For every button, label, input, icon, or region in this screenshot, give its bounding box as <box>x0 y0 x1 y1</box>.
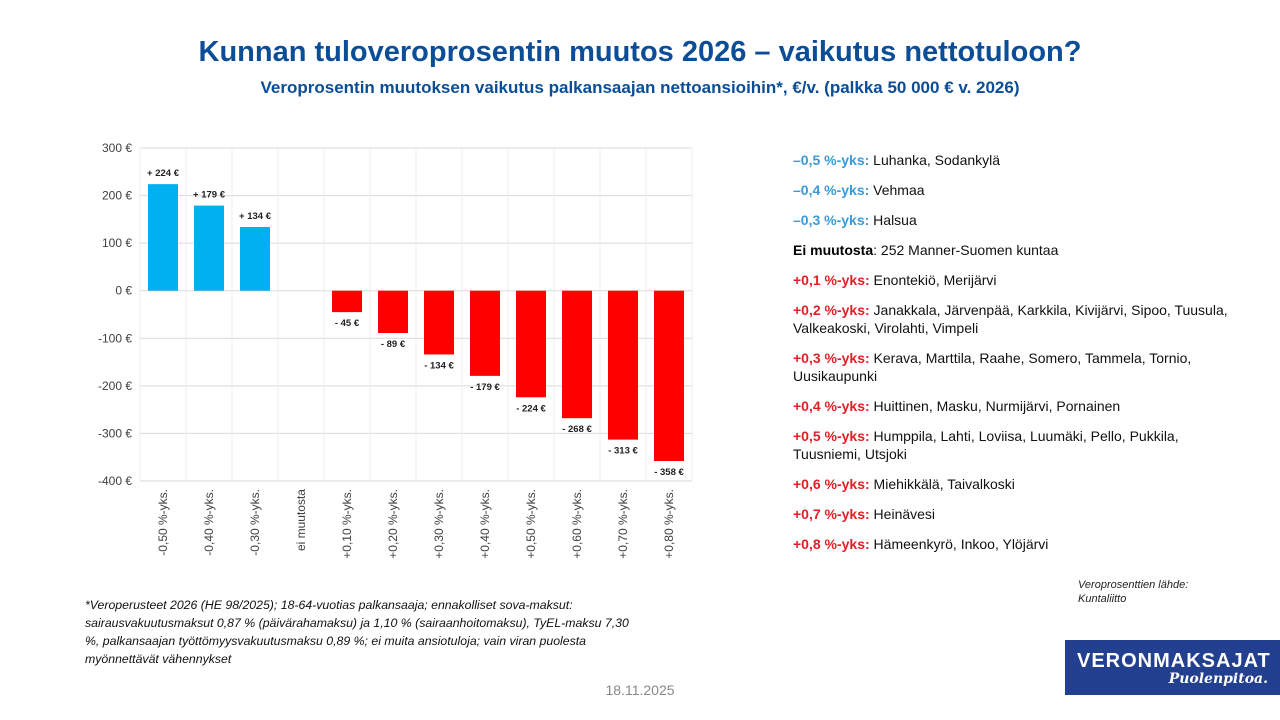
source-line-1: Veroprosenttien lähde: <box>1078 579 1189 591</box>
legend-item: +0,5 %-yks: Humppila, Lahti, Loviisa, Lu… <box>793 427 1233 463</box>
legend-item-municipalities: Kerava, Marttila, Raahe, Somero, Tammela… <box>793 350 1192 384</box>
legend-item-label: +0,6 %-yks: <box>793 476 870 492</box>
x-tick-label: ei muutosta <box>294 489 308 551</box>
x-tick-label: -0,50 %-yks. <box>156 489 170 556</box>
legend-item-municipalities: : 252 Manner-Suomen kuntaa <box>873 242 1059 258</box>
data-label: - 134 € <box>424 360 454 371</box>
legend-item: +0,3 %-yks: Kerava, Marttila, Raahe, Som… <box>793 349 1233 385</box>
legend-item: Ei muutosta: 252 Manner-Suomen kuntaa <box>793 241 1233 259</box>
y-tick-label: 100 € <box>102 236 132 250</box>
x-tick-label: -0,30 %-yks. <box>248 489 262 556</box>
x-tick-label: +0,60 %-yks. <box>570 489 584 559</box>
legend-item: +0,4 %-yks: Huittinen, Masku, Nurmijärvi… <box>793 397 1233 415</box>
page-subtitle: Veroprosentin muutoksen vaikutus palkans… <box>260 78 1020 97</box>
bar <box>148 184 178 291</box>
legend-item-municipalities: Enontekiö, Merijärvi <box>869 272 997 288</box>
veronmaksajat-logo: VERONMAKSAJAT Puolenpitoa. <box>1065 640 1280 695</box>
legend-item: +0,8 %-yks: Hämeenkyrö, Inkoo, Ylöjärvi <box>793 535 1233 553</box>
legend-item-label: –0,5 %-yks: <box>793 152 870 168</box>
bar <box>608 290 638 440</box>
x-tick-label: +0,40 %-yks. <box>478 489 492 559</box>
bar <box>424 290 454 355</box>
bar <box>470 290 500 376</box>
data-label: + 179 € <box>193 190 226 201</box>
bar <box>654 290 684 462</box>
x-tick-label: +0,80 %-yks. <box>662 489 676 559</box>
data-label: + 134 € <box>239 211 272 222</box>
data-label: - 313 € <box>608 446 638 457</box>
y-tick-label: -300 € <box>98 426 132 440</box>
legend-item: +0,2 %-yks: Janakkala, Järvenpää, Karkki… <box>793 301 1233 337</box>
legend-item-municipalities: Halsua <box>869 212 917 228</box>
data-label: - 179 € <box>470 382 500 393</box>
legend-item-label: +0,3 %-yks: <box>793 350 870 366</box>
legend-item: +0,1 %-yks: Enontekiö, Merijärvi <box>793 271 1233 289</box>
footnote: *Veroperusteet 2026 (HE 98/2025); 18-64-… <box>85 598 629 666</box>
legend-item: +0,6 %-yks: Miehikkälä, Taivalkoski <box>793 475 1233 493</box>
data-label: - 89 € <box>381 339 406 350</box>
legend-item: –0,5 %-yks: Luhanka, Sodankylä <box>793 151 1233 169</box>
data-label: + 224 € <box>147 168 180 179</box>
legend-item-label: +0,5 %-yks: <box>793 428 870 444</box>
y-tick-label: 0 € <box>115 284 132 298</box>
y-tick-label: 200 € <box>102 189 132 203</box>
y-tick-label: -100 € <box>98 331 132 345</box>
data-label: - 358 € <box>654 467 684 478</box>
legend-item-label: +0,1 %-yks: <box>793 272 870 288</box>
legend-item: –0,3 %-yks: Halsua <box>793 211 1233 229</box>
y-tick-label: 300 € <box>102 141 132 155</box>
y-tick-label: -400 € <box>98 474 132 488</box>
bar-chart: 300 € 200 € 100 € 0 € -100 € -200 € -300 € -400… <box>98 141 693 559</box>
legend-item-label: +0,8 %-yks: <box>793 536 870 552</box>
legend-item-label: +0,4 %-yks: <box>793 398 870 414</box>
legend-item-label: –0,4 %-yks: <box>793 182 870 198</box>
logo-slogan: Puolenpitoa. <box>1168 671 1268 687</box>
legend-item-municipalities: Hämeenkyrö, Inkoo, Ylöjärvi <box>869 536 1049 552</box>
legend-item-label: +0,7 %-yks: <box>793 506 870 522</box>
x-tick-label: +0,70 %-yks. <box>616 489 630 559</box>
y-tick-label: -200 € <box>98 379 132 393</box>
legend-item-municipalities: Janakkala, Järvenpää, Karkkila, Kivijärv… <box>793 302 1228 336</box>
x-tick-label: +0,50 %-yks. <box>524 489 538 559</box>
legend-item-municipalities: Miehikkälä, Taivalkoski <box>869 476 1015 492</box>
data-label: - 45 € <box>335 318 360 329</box>
legend-item-label: Ei muutosta <box>793 242 874 258</box>
page-title: Kunnan tuloveroprosentin muutos 2026 – v… <box>198 36 1082 68</box>
x-tick-label: +0,20 %-yks. <box>386 489 400 559</box>
x-tick-label: +0,30 %-yks. <box>432 489 446 559</box>
date: 18.11.2025 <box>605 682 675 698</box>
bar <box>516 290 546 398</box>
legend-item-municipalities: Heinävesi <box>869 506 936 522</box>
data-label: - 224 € <box>516 403 546 414</box>
data-label: - 268 € <box>562 424 592 435</box>
legend-item-label: –0,3 %-yks: <box>793 212 870 228</box>
legend-item-municipalities: Huittinen, Masku, Nurmijärvi, Pornainen <box>869 398 1121 414</box>
legend-item-municipalities: Luhanka, Sodankylä <box>869 152 1001 168</box>
bar <box>194 205 224 291</box>
bar <box>240 226 270 291</box>
legend-item-municipalities: Humppila, Lahti, Loviisa, Luumäki, Pello… <box>793 428 1179 462</box>
legend-item-municipalities: Vehmaa <box>869 182 925 198</box>
source-line-2: Kuntaliitto <box>1078 593 1127 605</box>
bar <box>332 290 362 313</box>
bar <box>562 290 592 419</box>
municipality-legend: –0,5 %-yks: Luhanka, Sodankylä –0,4 %-yks… <box>793 151 1233 565</box>
legend-item: +0,7 %-yks: Heinävesi <box>793 505 1233 523</box>
x-tick-label: +0,10 %-yks. <box>340 489 354 559</box>
logo-name: VERONMAKSAJAT <box>1077 650 1271 672</box>
source-note: Veroprosenttien lähde: Kuntaliitto <box>1078 578 1238 606</box>
x-tick-label: -0,40 %-yks. <box>202 489 216 556</box>
bar <box>378 290 408 334</box>
legend-item: –0,4 %-yks: Vehmaa <box>793 181 1233 199</box>
legend-item-label: +0,2 %-yks: <box>793 302 870 318</box>
